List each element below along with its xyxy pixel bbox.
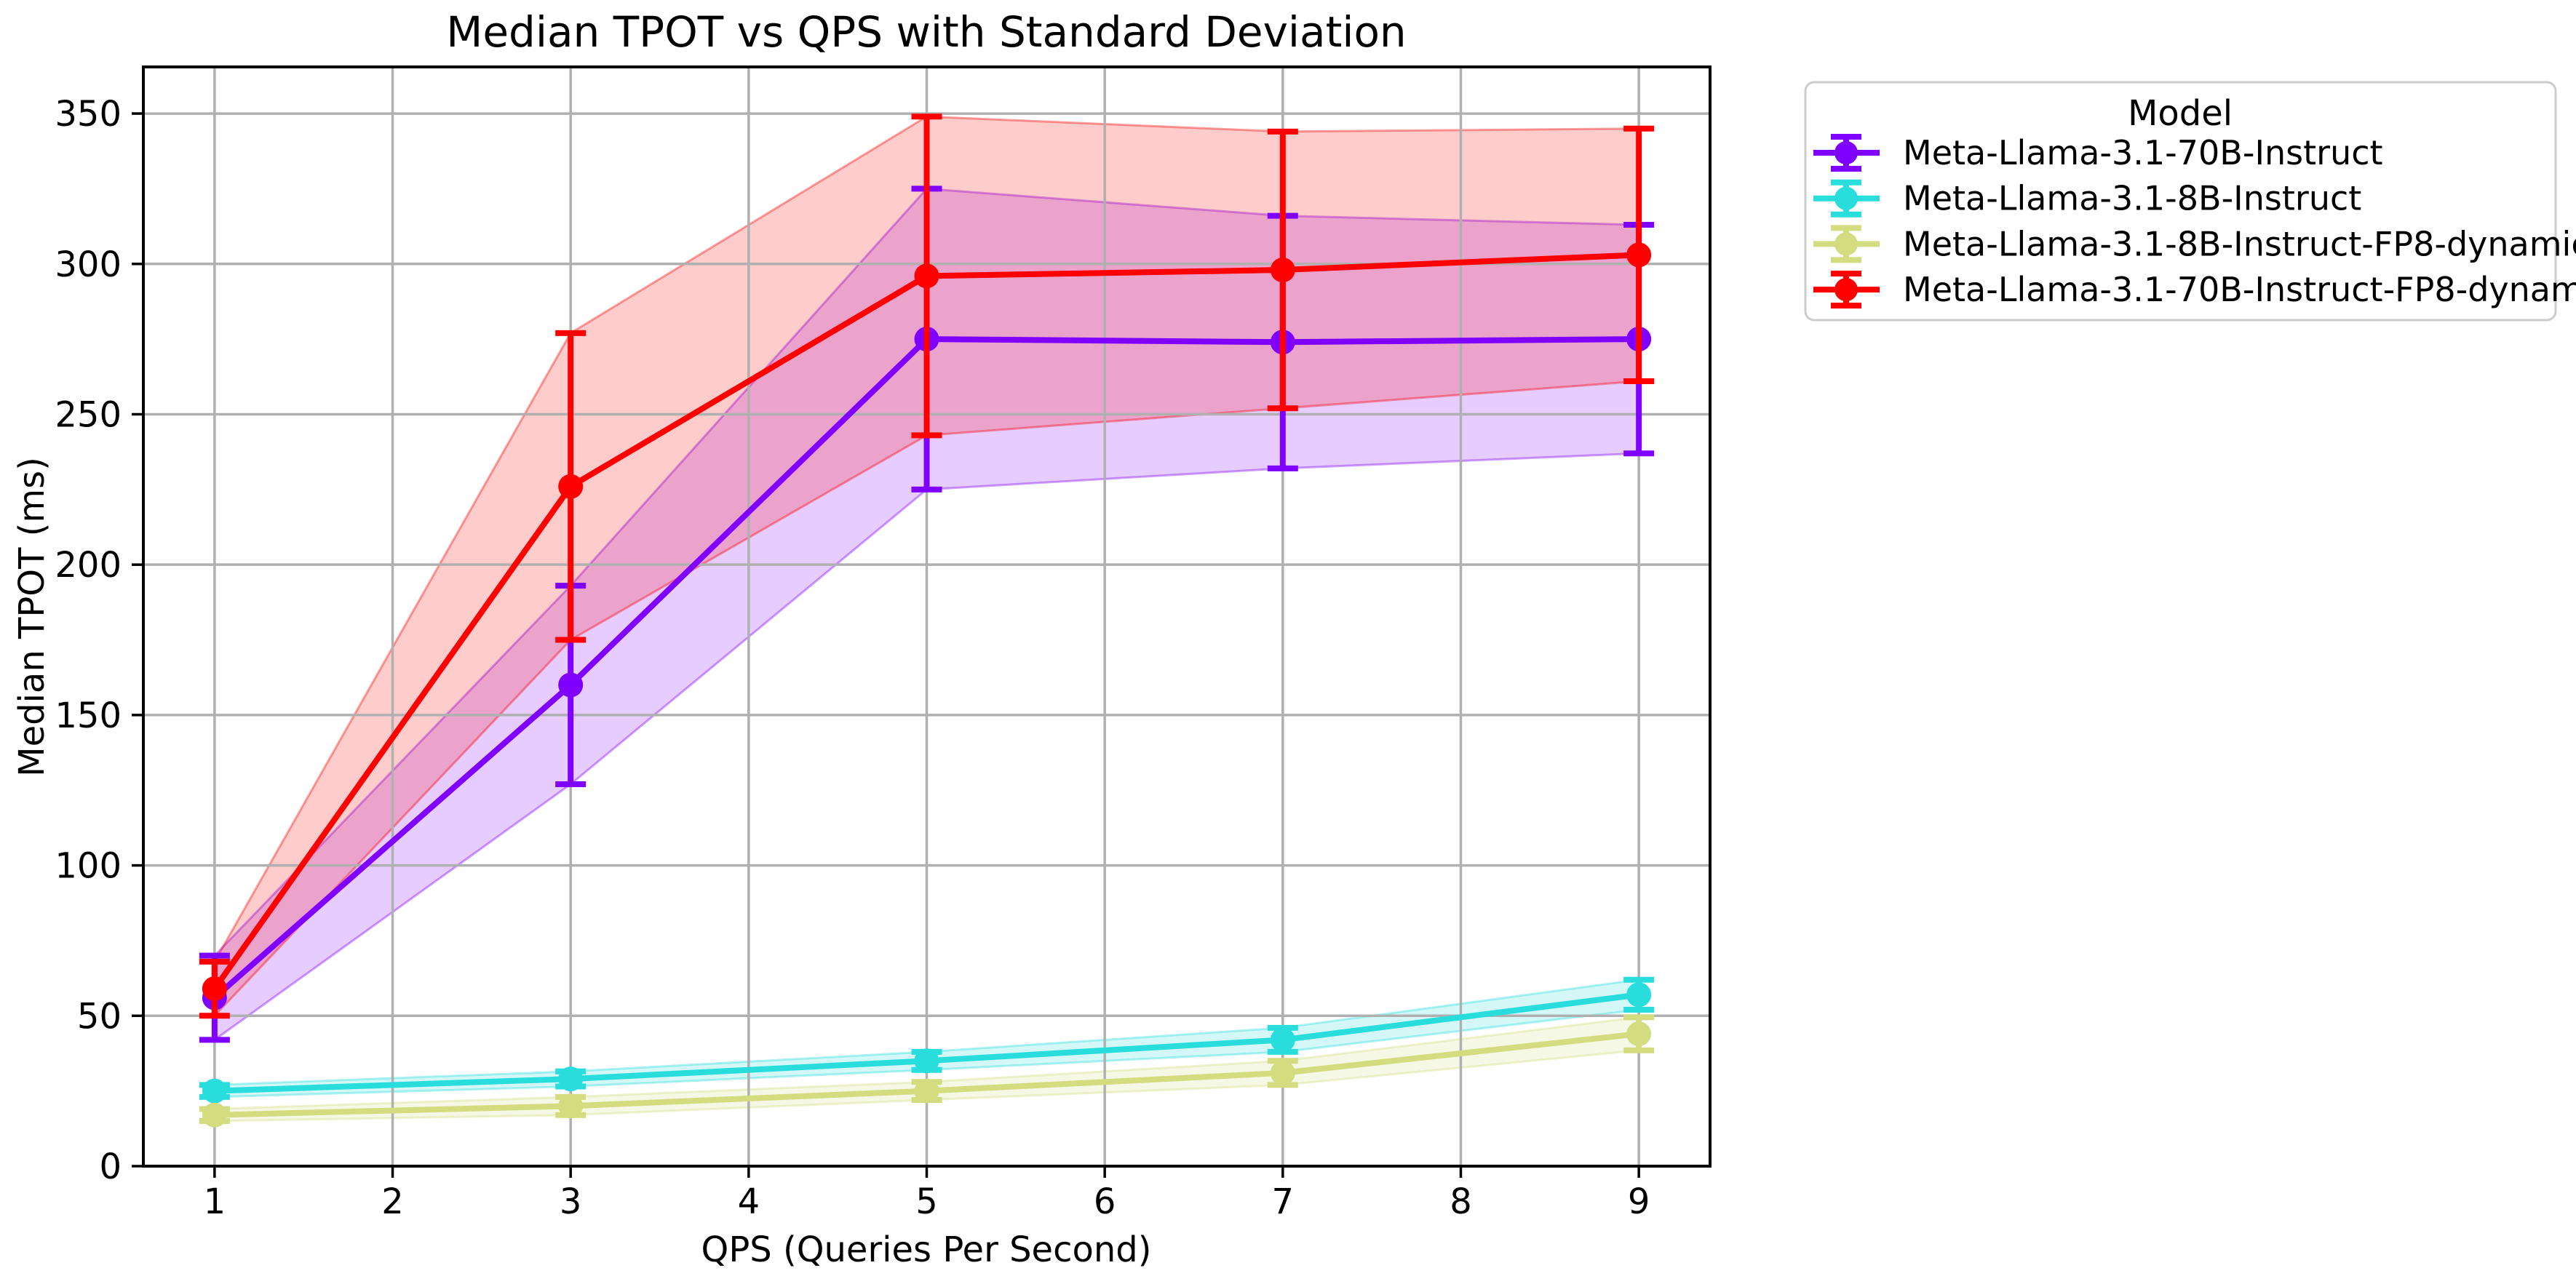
legend-marker-dot-1: [1834, 186, 1858, 210]
series-layer: [199, 113, 1655, 1128]
data-point-1-3: [1270, 1027, 1295, 1053]
legend-label-2: Meta-Llama-3.1-8B-Instruct-FP8-dynamic: [1903, 224, 2576, 263]
series-2: [199, 1014, 1655, 1128]
y-tick-label-150: 150: [55, 695, 122, 736]
legend-box: [1804, 81, 2557, 322]
x-tick-label-1: 1: [204, 1181, 226, 1222]
legend-item-3: Meta-Llama-3.1-70B-Instruct-FP8-dynamic: [1813, 270, 2576, 309]
legend-label-0: Meta-Llama-3.1-70B-Instruct: [1903, 133, 2383, 172]
data-point-3-2: [914, 263, 939, 289]
ticks-layer: 1 2 3 4 5 6 7 8 9 0 50 100 150 200 250 300 350: [55, 94, 1650, 1222]
series-1: [199, 976, 1655, 1104]
x-tick-label-2: 2: [381, 1181, 404, 1222]
x-tick-label-3: 3: [560, 1181, 582, 1222]
data-point-3-3: [1270, 258, 1295, 283]
legend-marker-dot-2: [1834, 232, 1858, 256]
y-axis-label: Median TPOT (ms): [12, 457, 52, 777]
legend-label-1: Meta-Llama-3.1-8B-Instruct: [1903, 179, 2361, 218]
data-point-1-0: [202, 1078, 227, 1104]
data-point-2-4: [1626, 1021, 1652, 1047]
legend-marker-dot-0: [1834, 141, 1858, 164]
x-tick-label-8: 8: [1450, 1181, 1472, 1222]
data-point-3-4: [1626, 242, 1652, 268]
data-point-0-1: [558, 672, 584, 698]
y-tick-label-300: 300: [55, 244, 122, 285]
x-tick-label-4: 4: [738, 1181, 760, 1222]
y-tick-label-0: 0: [99, 1147, 122, 1187]
data-point-2-1: [558, 1093, 584, 1119]
x-tick-label-7: 7: [1272, 1181, 1295, 1222]
x-tick-label-6: 6: [1094, 1181, 1116, 1222]
y-tick-label-200: 200: [55, 545, 122, 586]
y-tick-label-50: 50: [77, 996, 122, 1037]
legend-label-3: Meta-Llama-3.1-70B-Instruct-FP8-dynamic: [1903, 270, 2576, 309]
legend-marker-dot-3: [1834, 278, 1858, 302]
data-point-1-1: [558, 1066, 584, 1092]
legend-item-0: Meta-Llama-3.1-70B-Instruct: [1813, 133, 2383, 172]
data-point-2-3: [1270, 1060, 1295, 1085]
y-tick-label-350: 350: [55, 94, 122, 135]
legend-title: Model: [2128, 93, 2233, 134]
y-tick-label-250: 250: [55, 394, 122, 435]
x-axis-label: QPS (Queries Per Second): [701, 1229, 1152, 1270]
data-point-2-0: [202, 1102, 227, 1128]
x-tick-label-9: 9: [1628, 1181, 1650, 1222]
chart-title: Median TPOT vs QPS with Standard Deviati…: [446, 7, 1406, 57]
legend-item-1: Meta-Llama-3.1-8B-Instruct: [1813, 179, 2361, 218]
series-3: [199, 113, 1655, 1019]
data-point-3-1: [558, 474, 584, 499]
x-tick-label-5: 5: [915, 1181, 938, 1222]
data-point-1-4: [1626, 982, 1652, 1008]
data-point-2-2: [914, 1078, 939, 1104]
y-tick-label-100: 100: [55, 846, 122, 887]
legend-item-2: Meta-Llama-3.1-8B-Instruct-FP8-dynamic: [1813, 224, 2576, 263]
data-point-3-0: [202, 976, 227, 1002]
legend-rows: Meta-Llama-3.1-70B-Instruct Meta-Llama-3.…: [1813, 133, 2576, 309]
data-point-1-2: [914, 1048, 939, 1074]
legend: Model Meta-Llama-3.1-70B-InstructMeta-Ll…: [1804, 81, 2576, 322]
